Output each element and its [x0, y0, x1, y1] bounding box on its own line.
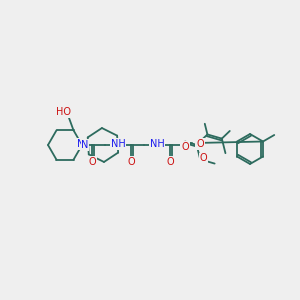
Text: O: O	[127, 157, 135, 167]
Text: NH: NH	[111, 139, 125, 149]
Text: O: O	[181, 142, 189, 152]
Text: N: N	[77, 139, 85, 149]
Text: O: O	[166, 157, 174, 167]
Text: O: O	[88, 157, 96, 167]
Text: NH: NH	[150, 139, 164, 149]
Text: HO: HO	[56, 107, 71, 117]
Text: O: O	[196, 139, 204, 149]
Text: N: N	[81, 140, 89, 150]
Text: O: O	[200, 153, 207, 164]
